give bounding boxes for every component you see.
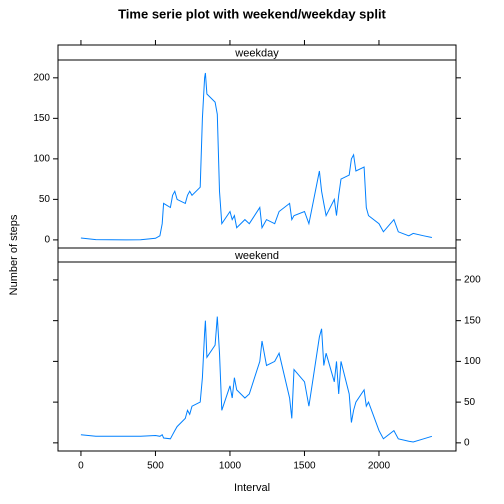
strip-label: weekday	[234, 47, 279, 59]
y-tick-label: 0	[44, 235, 50, 246]
y-axis-label: Number of steps	[8, 214, 20, 295]
x-axis-label: Interval	[234, 482, 270, 494]
y-tick-label: 150	[464, 315, 481, 326]
x-tick-label: 2000	[368, 461, 391, 472]
strip-label: weekend	[234, 250, 279, 262]
panel-frame	[57, 59, 457, 249]
y-tick-label: 200	[33, 72, 50, 83]
series-line	[80, 316, 433, 443]
panel-frame	[57, 261, 457, 452]
y-tick-label: 100	[33, 154, 50, 165]
y-tick-label: 150	[33, 113, 50, 124]
chart-title: Time serie plot with weekend/weekday spl…	[118, 6, 386, 21]
x-tick-label: 1000	[219, 461, 242, 472]
x-tick-label: 1500	[293, 461, 316, 472]
series-line	[80, 72, 433, 241]
y-tick-label: 200	[464, 275, 481, 286]
x-tick-label: 0	[78, 461, 84, 472]
y-tick-label: 100	[464, 356, 481, 367]
y-tick-label: 0	[464, 437, 470, 448]
y-tick-label: 50	[464, 397, 476, 408]
y-tick-label: 50	[39, 194, 51, 205]
x-tick-label: 500	[147, 461, 164, 472]
